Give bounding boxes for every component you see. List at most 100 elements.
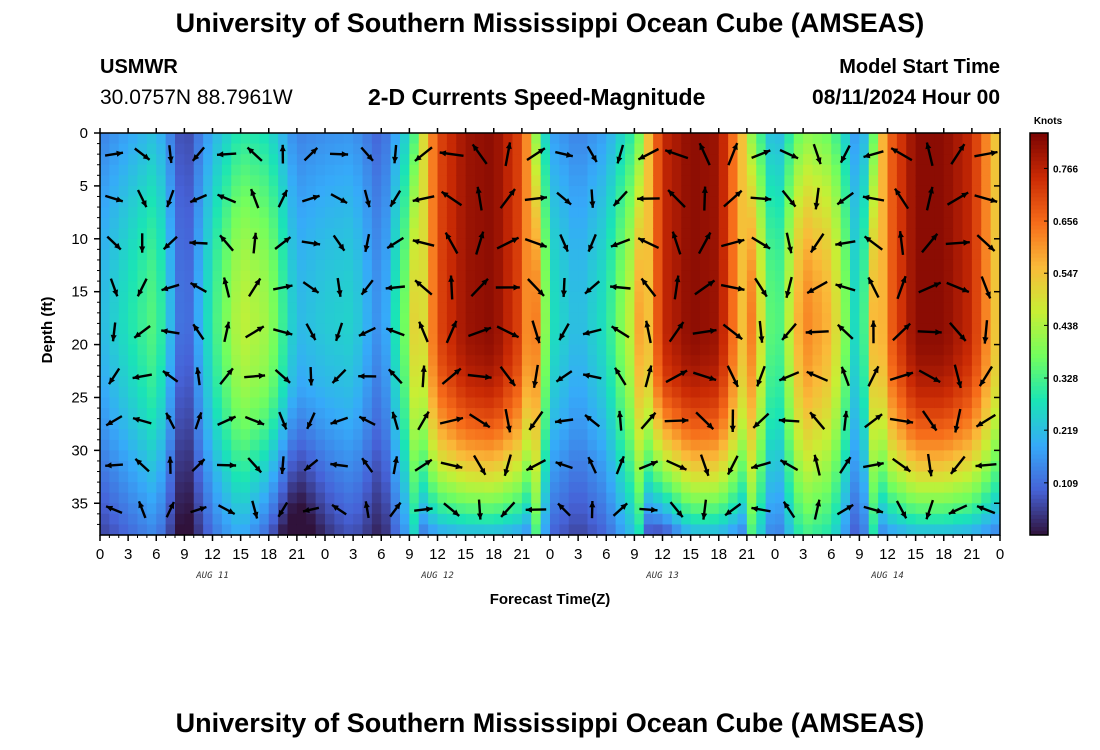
heat-cell [643,376,654,388]
heat-cell [859,450,870,462]
heat-cell [418,196,429,208]
heat-cell [718,334,729,346]
heat-cell [756,312,767,325]
current-arrow [247,457,263,474]
heat-cell [550,291,560,303]
heat-cell [718,323,729,335]
current-arrow [217,193,237,204]
heat-cell [915,175,926,187]
heat-cell [681,207,692,219]
heat-cell [746,175,757,187]
heat-cell [306,175,317,187]
heat-cell [343,524,354,536]
heat-cell [221,439,232,451]
heat-cell [512,408,523,420]
heat-cell [437,408,448,420]
heat-cell [278,312,289,325]
heat-cell [306,196,317,208]
heat-cell [840,291,851,303]
heat-cell [878,397,889,409]
heat-cell [381,450,392,462]
heat-cell [878,471,889,483]
heat-cell [315,164,326,176]
heat-cell [325,217,335,229]
current-arrow [809,411,826,430]
heat-cell [428,259,439,272]
heat-cell [653,312,664,325]
heat-cell [268,175,279,187]
current-arrow [976,504,996,515]
heat-cell [128,323,139,335]
heat-cell [325,228,335,240]
heat-cell [587,270,598,282]
heat-cell [775,154,785,166]
heat-cell [953,238,964,250]
heat-cell [512,460,523,473]
heat-cell [671,164,682,176]
heat-cell [493,397,504,409]
heat-cell [109,450,120,462]
heat-cell [456,217,467,229]
heat-cell [118,143,129,155]
heat-cell [521,429,532,441]
heat-cell [306,355,317,367]
heat-cell [831,386,842,399]
heat-cell [146,408,157,420]
heat-cell [325,513,335,526]
current-arrow [809,233,825,254]
heat-cell [493,154,504,166]
heat-cell [765,460,776,473]
heat-cell [381,429,392,441]
heat-cell [456,154,467,166]
heat-cell [943,376,954,388]
heat-cell [906,418,917,430]
heat-cell [287,365,298,377]
heat-cell [531,408,542,420]
heat-cell [446,386,457,399]
current-arrow [918,369,941,384]
heat-cell [418,270,429,282]
heat-cell [775,418,785,430]
heat-cell [465,524,476,536]
heat-cell [606,228,617,240]
heat-cell [718,185,729,198]
heat-cell [146,513,157,526]
current-arrow [272,283,293,291]
heat-cell [803,323,814,335]
heat-cell [306,513,317,526]
x-tick-label: 3 [799,546,807,563]
heat-cell [437,429,448,441]
colorbar-swatch [1030,329,1048,335]
heat-cell [484,164,495,176]
heat-cell [906,133,917,145]
heat-cell [700,355,710,367]
heat-cell [418,471,429,483]
current-arrow [189,193,208,204]
heat-cell [934,249,945,261]
heat-cell [943,492,954,504]
heat-cell [906,196,917,208]
heat-cell [868,143,879,155]
heat-cell [184,355,195,367]
current-arrow [889,417,914,425]
heat-cell [465,376,476,388]
heat-cell [428,344,439,356]
heat-cell [231,302,242,314]
heat-cell [475,376,485,388]
heat-cell [925,450,935,462]
heat-cell [943,249,954,261]
y-tick-label: 20 [71,337,88,354]
heat-cell [737,503,748,515]
heat-cell [671,323,682,335]
heat-cell [362,439,373,451]
heat-cell [268,344,279,356]
current-arrow [440,190,463,207]
heat-cell [634,344,645,356]
heat-cell [100,238,110,250]
heat-cell [493,196,504,208]
heat-cell [137,334,148,346]
heat-cell [503,133,514,145]
heat-cell [250,376,260,388]
heat-cell [343,281,354,293]
heat-cell [793,312,804,325]
